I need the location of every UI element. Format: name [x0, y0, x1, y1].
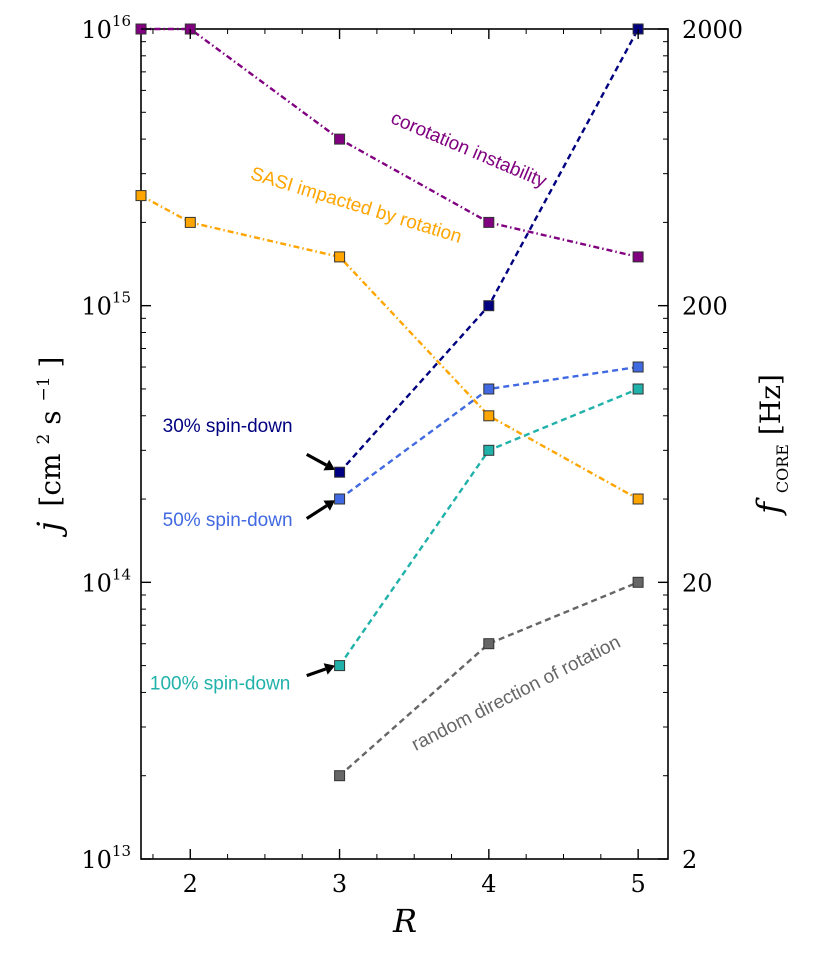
y2-axis-var: f — [750, 497, 788, 516]
x-axis: 2 3 4 5 — [152, 29, 646, 898]
marker-corotation-instability-2 — [334, 133, 346, 145]
marker-50-spin-down-1 — [483, 383, 495, 395]
series-markers — [135, 23, 644, 782]
marker-sasi-impacted-by-rotation-1 — [184, 216, 196, 228]
y-tick-base: 10 — [81, 293, 112, 321]
marker-30-spin-down-1 — [483, 300, 495, 312]
marker-random-direction-of-rotation-2 — [632, 576, 644, 588]
y2-tick-label-2: 2 — [682, 846, 697, 874]
marker-sasi-impacted-by-rotation-2 — [334, 251, 346, 263]
marker-corotation-instability-4 — [632, 251, 644, 263]
annotation-50-spin-down: 50% spin-down — [163, 510, 293, 531]
y-tick-exp: 13 — [112, 842, 131, 860]
x-tick-label-3: 3 — [332, 870, 347, 898]
y-axis-unit: [cm — [34, 453, 67, 506]
y-tick-label-15: 1015 — [81, 289, 131, 321]
y-axis-exp1: 2 — [34, 434, 54, 445]
marker-100-spin-down-0 — [334, 660, 346, 672]
arrow-head-100-spin-down — [323, 663, 336, 675]
marker-sasi-impacted-by-rotation-3 — [483, 410, 495, 422]
marker-corotation-instability-3 — [483, 216, 495, 228]
y2-tick-label-200: 200 — [682, 293, 728, 321]
arrow-head-30-spin-down — [323, 459, 336, 471]
y-tick-exp: 14 — [112, 565, 131, 583]
marker-50-spin-down-0 — [334, 493, 346, 505]
annotation-30-spin-down: 30% spin-down — [163, 416, 293, 437]
marker-30-spin-down-0 — [334, 466, 346, 478]
x-axis-title: R — [392, 902, 417, 940]
marker-100-spin-down-2 — [632, 383, 644, 395]
y2-axis-title: f CORE [Hz] — [750, 374, 795, 516]
y2-tick-label-2000: 2000 — [682, 16, 743, 44]
plot-frame — [140, 28, 669, 860]
y-axis-right: 2 20 200 2000 — [658, 16, 743, 874]
y2-axis-sub: CORE — [773, 444, 792, 493]
y-axis-var: j — [30, 521, 68, 537]
marker-sasi-impacted-by-rotation-0 — [135, 190, 147, 202]
series-line-sasi-impacted-by-rotation — [140, 194, 639, 501]
x-tick-label-5: 5 — [631, 870, 646, 898]
annotation-100-spin-down: 100% spin-down — [150, 673, 290, 694]
y-tick-label-16: 1016 — [81, 12, 131, 44]
marker-100-spin-down-1 — [483, 444, 495, 456]
arrow-head-50-spin-down — [323, 500, 336, 511]
arrow-shaft-50-spin-down — [305, 504, 328, 520]
series-line-30-spin-down — [338, 28, 640, 474]
y2-tick-label-20: 20 — [682, 569, 713, 597]
y-axis-exp2: −1 — [34, 376, 54, 401]
callout-arrows — [305, 452, 336, 678]
y-tick-exp: 15 — [112, 289, 131, 307]
annotation-sasi-impacted-by-rotation: SASI impacted by rotation — [248, 164, 464, 248]
y-tick-base: 10 — [81, 16, 112, 44]
marker-random-direction-of-rotation-1 — [483, 638, 495, 650]
annotation-random-direction-of-rotation: random direction of rotation — [408, 632, 624, 756]
y-axis-s: s — [34, 410, 67, 424]
y-axis-title: j [cm 2 s −1 ] — [23, 357, 68, 538]
y-tick-label-13: 1013 — [81, 842, 131, 874]
x-tick-label-4: 4 — [481, 870, 496, 898]
y-axis-close: ] — [34, 357, 67, 368]
series-line-100-spin-down — [338, 387, 639, 667]
annotation-corotation-instability: corotation instability — [388, 108, 550, 193]
marker-50-spin-down-2 — [632, 361, 644, 373]
series-line-random-direction-of-rotation — [338, 581, 639, 777]
y2-axis-unit: [Hz] — [754, 374, 787, 435]
y-tick-exp: 16 — [112, 12, 131, 30]
y-tick-base: 10 — [81, 846, 112, 874]
marker-random-direction-of-rotation-0 — [334, 770, 346, 782]
y-tick-label-14: 1014 — [81, 565, 131, 597]
arrow-shaft-30-spin-down — [305, 452, 328, 467]
arrow-shaft-100-spin-down — [306, 667, 327, 678]
marker-sasi-impacted-by-rotation-4 — [632, 493, 644, 505]
y-tick-base: 10 — [81, 569, 112, 597]
x-tick-label-2: 2 — [183, 870, 198, 898]
